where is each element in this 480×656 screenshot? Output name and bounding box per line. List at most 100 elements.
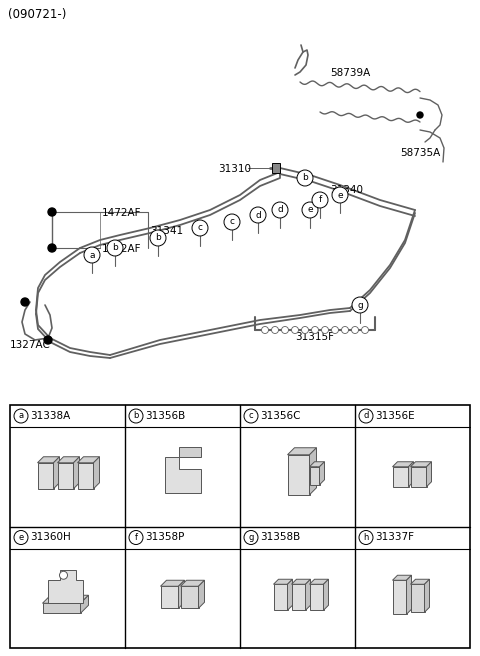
- Text: 31338A: 31338A: [30, 411, 70, 421]
- Bar: [288, 455, 310, 495]
- Polygon shape: [310, 448, 316, 495]
- Bar: [43, 604, 81, 613]
- Bar: [410, 467, 427, 487]
- Polygon shape: [81, 595, 88, 613]
- Polygon shape: [427, 462, 432, 487]
- Polygon shape: [94, 457, 99, 489]
- Bar: [180, 586, 199, 608]
- Text: f: f: [318, 195, 322, 205]
- Text: 31310: 31310: [218, 164, 251, 174]
- Circle shape: [297, 170, 313, 186]
- Circle shape: [302, 202, 318, 218]
- Text: 31360H: 31360H: [30, 533, 71, 543]
- Text: 31358P: 31358P: [145, 533, 184, 543]
- Bar: [77, 462, 94, 489]
- Circle shape: [417, 112, 423, 118]
- Text: 31315F: 31315F: [295, 332, 334, 342]
- Polygon shape: [160, 581, 184, 586]
- Polygon shape: [291, 579, 311, 584]
- Text: c: c: [249, 411, 253, 420]
- Circle shape: [244, 409, 258, 423]
- Polygon shape: [199, 581, 204, 608]
- Polygon shape: [179, 581, 184, 608]
- Circle shape: [14, 409, 28, 423]
- Circle shape: [129, 409, 143, 423]
- Text: 31340: 31340: [330, 185, 363, 195]
- Circle shape: [48, 244, 56, 252]
- Text: e: e: [337, 190, 343, 199]
- Circle shape: [281, 327, 288, 333]
- Polygon shape: [393, 462, 413, 467]
- Bar: [37, 462, 53, 489]
- Circle shape: [312, 327, 319, 333]
- Polygon shape: [310, 579, 328, 584]
- Bar: [10, 405, 470, 648]
- Circle shape: [272, 327, 278, 333]
- Bar: [410, 584, 424, 612]
- Circle shape: [332, 187, 348, 203]
- Bar: [310, 467, 320, 485]
- Polygon shape: [48, 570, 83, 604]
- Circle shape: [291, 327, 299, 333]
- Text: e: e: [18, 533, 24, 542]
- Circle shape: [224, 214, 240, 230]
- Polygon shape: [179, 447, 201, 457]
- Text: 1472AF: 1472AF: [102, 244, 142, 254]
- Polygon shape: [288, 448, 316, 455]
- Circle shape: [192, 220, 208, 236]
- Circle shape: [250, 207, 266, 223]
- Polygon shape: [165, 457, 201, 493]
- Text: h: h: [363, 533, 369, 542]
- Bar: [160, 586, 179, 608]
- Circle shape: [150, 230, 166, 246]
- Bar: [310, 584, 324, 610]
- Circle shape: [301, 327, 309, 333]
- Bar: [393, 581, 407, 614]
- Text: 1327AC: 1327AC: [10, 340, 51, 350]
- Polygon shape: [310, 462, 324, 467]
- Circle shape: [359, 531, 373, 544]
- Text: c: c: [197, 224, 203, 232]
- Bar: [274, 584, 288, 610]
- Polygon shape: [320, 462, 324, 485]
- Text: d: d: [363, 411, 369, 420]
- Text: d: d: [277, 205, 283, 215]
- Circle shape: [107, 240, 123, 256]
- Bar: [291, 584, 305, 610]
- Text: 31356E: 31356E: [375, 411, 415, 421]
- Text: 1472AF: 1472AF: [102, 208, 142, 218]
- Text: b: b: [112, 243, 118, 253]
- Text: b: b: [155, 234, 161, 243]
- Polygon shape: [288, 579, 292, 610]
- Text: 58735A: 58735A: [400, 148, 440, 158]
- Circle shape: [84, 247, 100, 263]
- Polygon shape: [37, 457, 60, 462]
- Polygon shape: [393, 575, 411, 581]
- Circle shape: [48, 208, 56, 216]
- Circle shape: [359, 409, 373, 423]
- Text: 31337F: 31337F: [375, 533, 414, 543]
- Bar: [272, 163, 280, 173]
- Text: b: b: [133, 411, 139, 420]
- Text: f: f: [134, 533, 137, 542]
- Polygon shape: [53, 457, 60, 489]
- Circle shape: [129, 531, 143, 544]
- Circle shape: [351, 327, 359, 333]
- Text: b: b: [302, 173, 308, 182]
- Polygon shape: [410, 579, 430, 584]
- Polygon shape: [77, 457, 99, 462]
- Text: 58739A: 58739A: [330, 68, 370, 78]
- Text: d: d: [255, 211, 261, 220]
- Circle shape: [44, 336, 52, 344]
- Text: a: a: [18, 411, 24, 420]
- Circle shape: [341, 327, 348, 333]
- Polygon shape: [324, 579, 328, 610]
- Text: (090721-): (090721-): [8, 8, 66, 21]
- Polygon shape: [73, 457, 80, 489]
- Circle shape: [361, 327, 369, 333]
- Text: 31341: 31341: [150, 226, 183, 236]
- Circle shape: [60, 571, 68, 579]
- Circle shape: [262, 327, 268, 333]
- Text: 31356B: 31356B: [145, 411, 185, 421]
- Polygon shape: [274, 579, 292, 584]
